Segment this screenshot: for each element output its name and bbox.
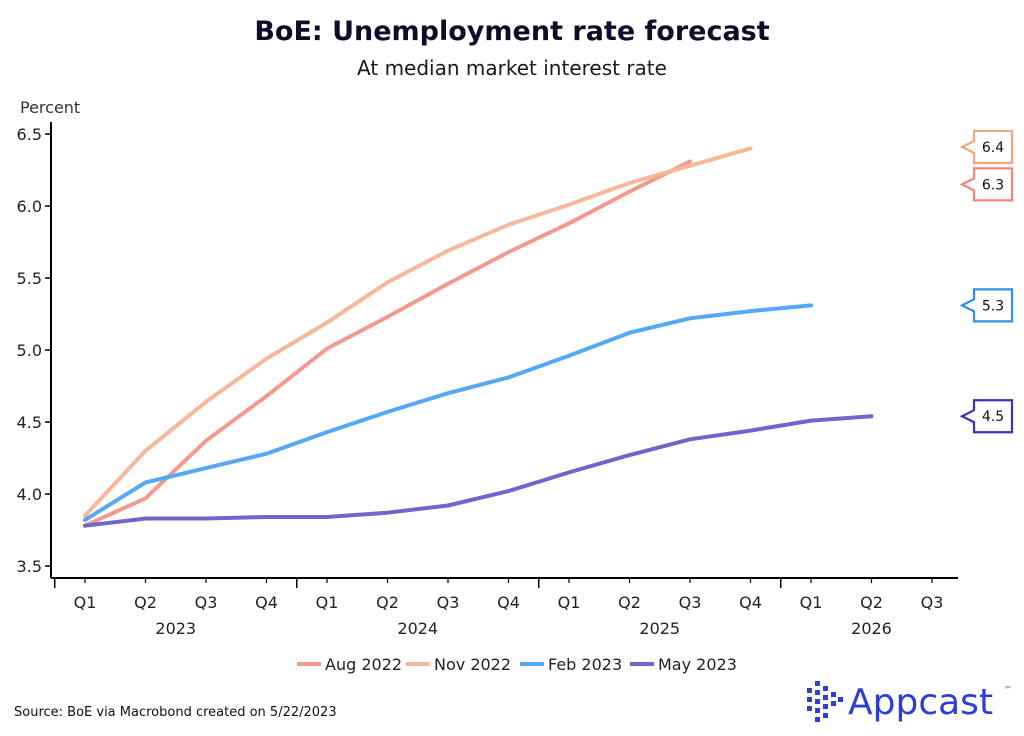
callout-value: 4.5 (982, 409, 1004, 425)
callout-nov-2022: 6.4 (959, 129, 1014, 165)
y-tick-label: 6.5 (17, 125, 42, 144)
logo-dot (807, 706, 812, 711)
x-tick-label: Q2 (134, 593, 157, 612)
legend-label: Aug 2022 (325, 655, 402, 674)
legend: Aug 2022 Nov 2022 Feb 2023 May 2023 (297, 655, 737, 674)
x-tick-label: Q1 (558, 593, 581, 612)
brand-trademark: ™ (1004, 685, 1012, 694)
x-tick-label: Q4 (739, 593, 762, 612)
logo-dot (815, 717, 820, 722)
x-tick-label: Q3 (921, 593, 944, 612)
brand-logo: Appcast ™ (807, 681, 1012, 723)
callout-aug-2022: 6.3 (959, 167, 1014, 202)
x-tick-label: Q4 (497, 593, 520, 612)
callout-box (959, 288, 1014, 323)
logo-dot (815, 690, 820, 695)
x-year-label: 2023 (155, 619, 196, 638)
logo-dot (823, 704, 828, 709)
series-line-may-2023 (83, 414, 874, 528)
y-tick-label: 3.5 (17, 557, 42, 576)
y-axis-ticks: 3.5 4.0 4.5 5.0 5.5 6.0 6.5 (17, 125, 51, 576)
end-value-callouts: 6.3 6.4 5.3 4.5 (959, 129, 1014, 434)
x-year-label: 2025 (639, 619, 680, 638)
series-line-feb-2023 (83, 303, 813, 522)
legend-item-may-2023: May 2023 (630, 655, 737, 674)
x-axis-ticks: Q1 Q2 Q3 Q4 Q1 Q2 Q3 Q4 Q1 Q2 Q3 Q4 Q1 Q2 Q3 (74, 578, 944, 612)
callout-box (959, 129, 1014, 165)
x-tick-label: Q3 (679, 593, 702, 612)
callout-value: 5.3 (982, 298, 1004, 314)
y-tick-label: 6.0 (17, 197, 42, 216)
y-tick-label: 5.5 (17, 269, 42, 288)
logo-dot (815, 708, 820, 713)
legend-label: Nov 2022 (434, 655, 511, 674)
x-tick-label: Q3 (195, 593, 218, 612)
x-tick-label: Q2 (618, 593, 641, 612)
source-note: Source: BoE via Macrobond created on 5/2… (14, 705, 337, 720)
x-tick-label: Q1 (316, 593, 339, 612)
series-line-aug-2022 (83, 159, 692, 528)
legend-label: May 2023 (658, 655, 737, 674)
x-axis-years: 2023 2024 2025 2026 (54, 578, 892, 638)
logo-dot (823, 686, 828, 691)
logo-dot (831, 701, 836, 706)
x-tick-label: Q1 (800, 593, 823, 612)
brand-name: Appcast (848, 682, 993, 723)
logo-dot (815, 699, 820, 704)
x-year-label: 2024 (397, 619, 438, 638)
x-year-label: 2026 (851, 619, 892, 638)
legend-item-feb-2023: Feb 2023 (520, 655, 622, 674)
axes (50, 122, 958, 579)
callout-may-2023: 4.5 (959, 399, 1014, 434)
callout-feb-2023: 5.3 (959, 288, 1014, 323)
y-tick-label: 5.0 (17, 341, 42, 360)
callout-box (959, 167, 1014, 202)
logo-dot (823, 695, 828, 700)
legend-item-aug-2022: Aug 2022 (297, 655, 402, 674)
y-tick-label: 4.0 (17, 485, 42, 504)
x-tick-label: Q4 (255, 593, 278, 612)
callout-box (959, 399, 1014, 434)
callout-value: 6.4 (982, 140, 1004, 156)
x-tick-label: Q1 (74, 593, 97, 612)
series-lines (83, 146, 874, 528)
appcast-logo-icon (807, 681, 843, 722)
callout-value: 6.3 (982, 177, 1004, 193)
x-tick-label: Q3 (437, 593, 460, 612)
logo-dot (831, 692, 836, 697)
legend-item-nov-2022: Nov 2022 (406, 655, 511, 674)
logo-dot (807, 688, 812, 693)
series-line-nov-2022 (83, 146, 753, 518)
y-tick-label: 4.5 (17, 413, 42, 432)
x-tick-label: Q2 (376, 593, 399, 612)
y-axis-unit-label: Percent (20, 98, 80, 117)
logo-dot (807, 697, 812, 702)
logo-dot (838, 697, 843, 702)
chart-subtitle: At median market interest rate (357, 56, 667, 80)
legend-label: Feb 2023 (548, 655, 622, 674)
chart-title: BoE: Unemployment rate forecast (254, 16, 769, 47)
logo-dot (815, 681, 820, 686)
logo-dot (823, 713, 828, 718)
x-tick-label: Q2 (860, 593, 883, 612)
